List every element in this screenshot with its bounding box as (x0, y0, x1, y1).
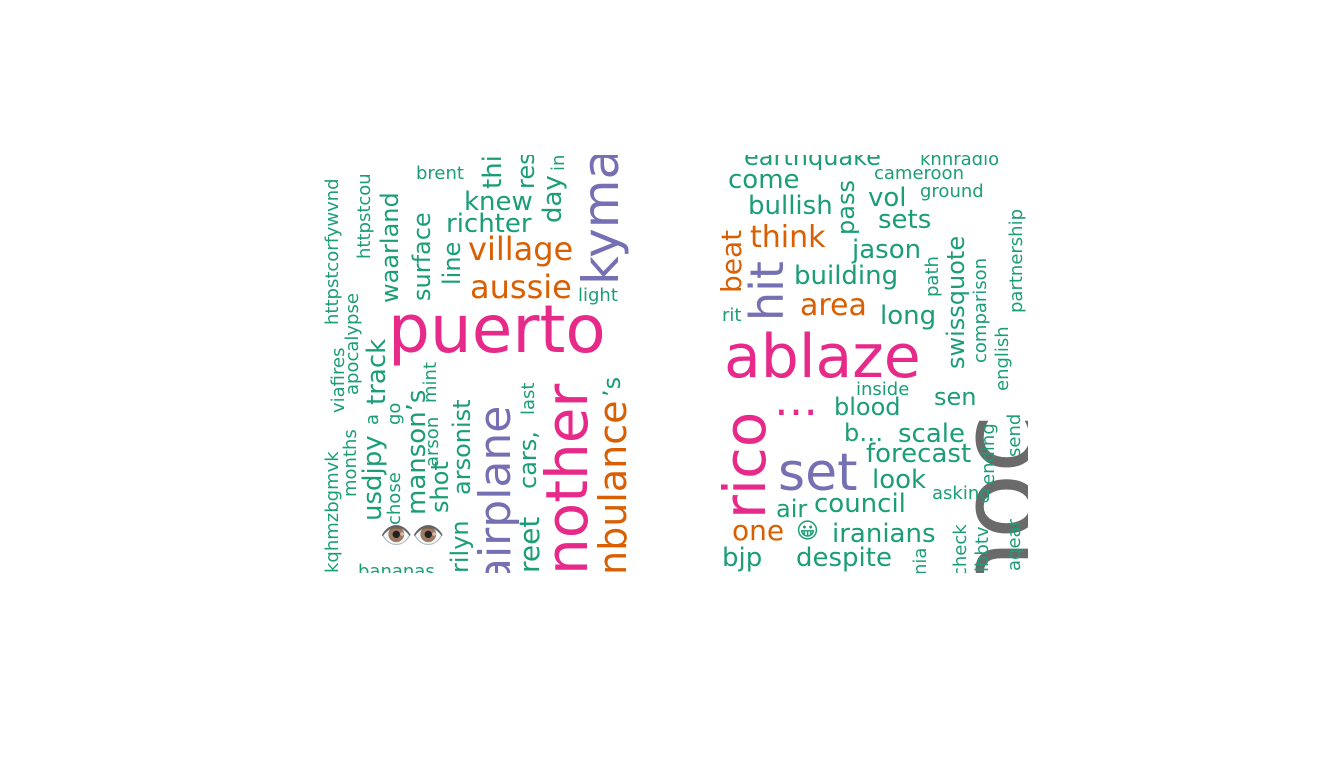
word-brent: brent (416, 163, 464, 184)
word-swissquote: swissquote (942, 235, 970, 369)
word-knew: knew (464, 187, 533, 217)
word-pass: pass (832, 180, 860, 235)
word-nbulance: nbulance (591, 400, 635, 574)
word-send: send (1004, 413, 1025, 457)
word-blood: blood (834, 393, 901, 421)
word-rit: rit (722, 305, 742, 326)
word-kyma: kyma (572, 155, 630, 285)
word-airplane: airplane (470, 405, 521, 573)
word-inside: inside (856, 379, 910, 400)
word-iranians: iranians (832, 519, 936, 549)
word-jason: jason (852, 235, 922, 265)
word-nother: nother (533, 383, 601, 573)
word-council: council (814, 489, 906, 519)
word-rilyn: rilyn (446, 520, 474, 573)
word-thi: thi (478, 155, 508, 189)
word-httpstcorfywvnd: httpstcorfywvnd (324, 178, 343, 325)
word-arson: arson (422, 416, 443, 467)
word-a: a (362, 413, 383, 425)
word-aussie: aussie (470, 268, 572, 306)
word-ablaze: ablaze (724, 322, 921, 392)
word-village: village (468, 230, 574, 268)
word-comparison: comparison (970, 257, 991, 363)
word-surface: surface (408, 212, 436, 301)
word-scale: scale (898, 419, 965, 449)
word-knhradio: knhradio (920, 155, 1000, 170)
word-sen: sen (934, 383, 977, 411)
word-beat: beat (715, 229, 748, 293)
smiley-icon: 😀 (796, 519, 819, 544)
word-bjp: bjp (722, 543, 763, 573)
word-puerto: puerto (388, 291, 606, 368)
word-building: building (794, 261, 899, 291)
word-one: one (732, 514, 785, 547)
word-area: area (800, 288, 867, 323)
word-nia: nia (910, 547, 931, 573)
word-bananas: bananas (358, 561, 435, 574)
word-shot: shot (426, 461, 454, 513)
word-viafires: viafires (328, 347, 349, 413)
word-partnership: partnership (1006, 208, 1027, 313)
word-chose: chose (384, 472, 405, 525)
word-llbbtv: llbbtv (972, 526, 993, 573)
word-set: set (778, 443, 858, 503)
word-day: day (538, 175, 568, 223)
word-cloud: ershoc puerto ablaze rico nother … kyma … (324, 155, 1028, 573)
eyes-icon: 👁️👁️ (380, 521, 445, 551)
word-look: look (872, 465, 927, 495)
word-path: path (922, 256, 943, 297)
word-last: last (518, 382, 539, 415)
word-res: res (512, 155, 540, 189)
word-hit: hit (740, 261, 794, 321)
word-in: in (548, 155, 569, 171)
word-ending: ending (978, 423, 999, 485)
word-apostrophe-s: ’s (598, 376, 626, 397)
word-ellipsis: … (774, 375, 818, 426)
word-light: light (578, 285, 618, 306)
word-aqear: aqear (1004, 519, 1025, 571)
word-long: long (880, 301, 937, 331)
word-richter: richter (446, 209, 532, 239)
word-track: track (362, 338, 392, 405)
word-cameroon: cameroon (874, 163, 964, 184)
word-mint: mint (420, 361, 441, 403)
word-check: check (950, 524, 971, 573)
word-earthquake: earthquake (744, 155, 881, 171)
word-despite: despite (796, 543, 892, 573)
word-forecast: forecast (866, 439, 972, 469)
word-english: english (992, 326, 1013, 391)
word-httpstcou: httpstcou (354, 173, 375, 259)
word-sets: sets (878, 205, 932, 235)
word-rico: rico (711, 411, 779, 519)
word-vol: vol (868, 183, 907, 213)
word-waarland: waarland (376, 192, 404, 303)
word-ground: ground (920, 181, 984, 202)
word-b-ellipsis: b… (844, 419, 884, 447)
word-cars: cars, (514, 431, 542, 489)
word-line: line (438, 241, 466, 285)
word-bullish: bullish (748, 191, 833, 221)
word-asking: asking (932, 483, 991, 504)
word-come: come (728, 165, 800, 195)
word-air: air (776, 495, 808, 523)
word-think: think (750, 220, 826, 255)
word-reet: reet (513, 516, 546, 573)
word-usdjpy: usdjpy (358, 435, 388, 521)
